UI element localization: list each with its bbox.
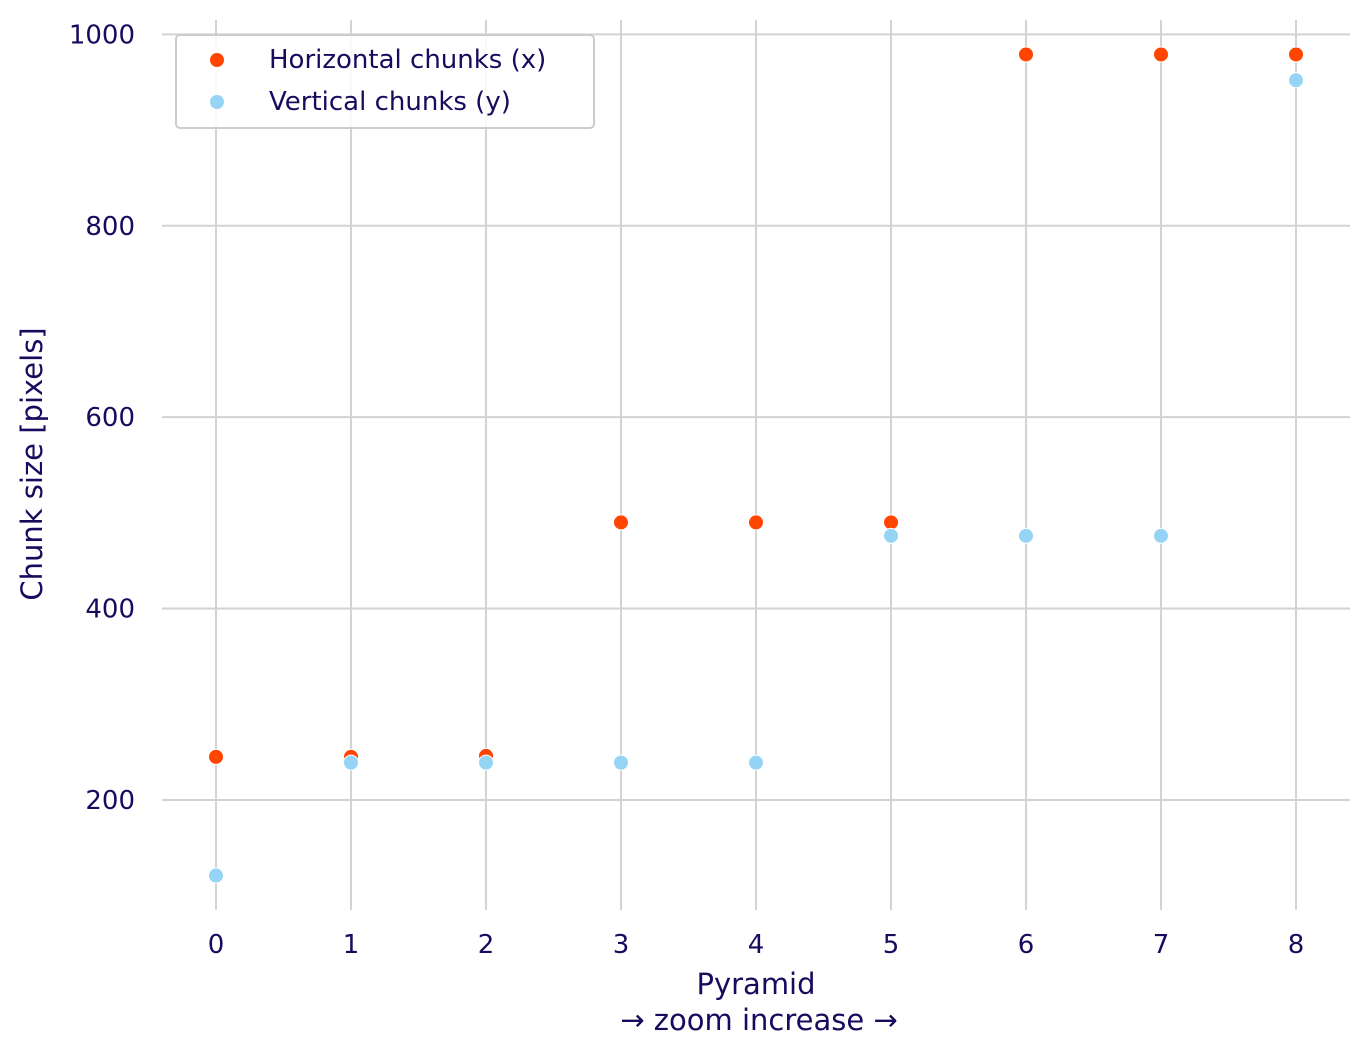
x-tick-label: 0: [208, 930, 225, 960]
x-axis-label-line-2: → zoom increase →: [620, 1003, 897, 1037]
x-tick-label: 4: [748, 930, 765, 960]
data-point-vertical: [613, 754, 629, 771]
data-point-horizontal: [748, 514, 764, 531]
data-point-horizontal: [883, 514, 899, 531]
data-point-horizontal: [208, 748, 224, 765]
data-point-horizontal: [1153, 46, 1169, 63]
x-tick-label: 6: [1018, 930, 1035, 960]
x-tick-label: 5: [883, 930, 900, 960]
data-point-horizontal: [1018, 46, 1034, 63]
x-tick-label: 7: [1153, 930, 1170, 960]
tick-labels: 0 1 2 3 4 5 6 7 8 200 400 600 800 1000: [69, 20, 1304, 960]
y-tick-label: 1000: [69, 20, 135, 50]
data-point-horizontal: [1288, 46, 1304, 63]
data-point-vertical: [748, 754, 764, 771]
legend-label-horizontal: Horizontal chunks (x): [269, 45, 546, 75]
x-axis-label-line-1: Pyramid: [696, 967, 815, 1001]
data-point-vertical: [478, 754, 494, 771]
y-tick-label: 800: [85, 212, 135, 242]
grid-lines: [162, 20, 1350, 910]
data-point-vertical: [1288, 72, 1304, 89]
x-tick-label: 8: [1288, 930, 1305, 960]
legend-marker-vertical: [210, 95, 224, 109]
y-tick-label: 200: [85, 786, 135, 816]
y-axis-label: Chunk size [pixels]: [15, 327, 49, 600]
data-point-vertical: [343, 754, 359, 771]
legend: Horizontal chunks (x) Vertical chunks (y…: [175, 34, 595, 129]
x-tick-label: 2: [478, 930, 495, 960]
legend-marker-horizontal: [210, 53, 224, 67]
x-tick-label: 1: [343, 930, 360, 960]
data-point-horizontal: [613, 514, 629, 531]
data-points: [208, 46, 1304, 884]
x-tick-label: 3: [613, 930, 630, 960]
data-point-vertical: [1018, 527, 1034, 544]
data-point-vertical: [208, 867, 224, 884]
y-tick-label: 600: [85, 403, 135, 433]
y-tick-label: 400: [85, 595, 135, 625]
legend-frame: [175, 34, 595, 129]
legend-label-vertical: Vertical chunks (y): [269, 87, 511, 117]
data-point-vertical: [1153, 527, 1169, 544]
data-point-vertical: [883, 527, 899, 544]
